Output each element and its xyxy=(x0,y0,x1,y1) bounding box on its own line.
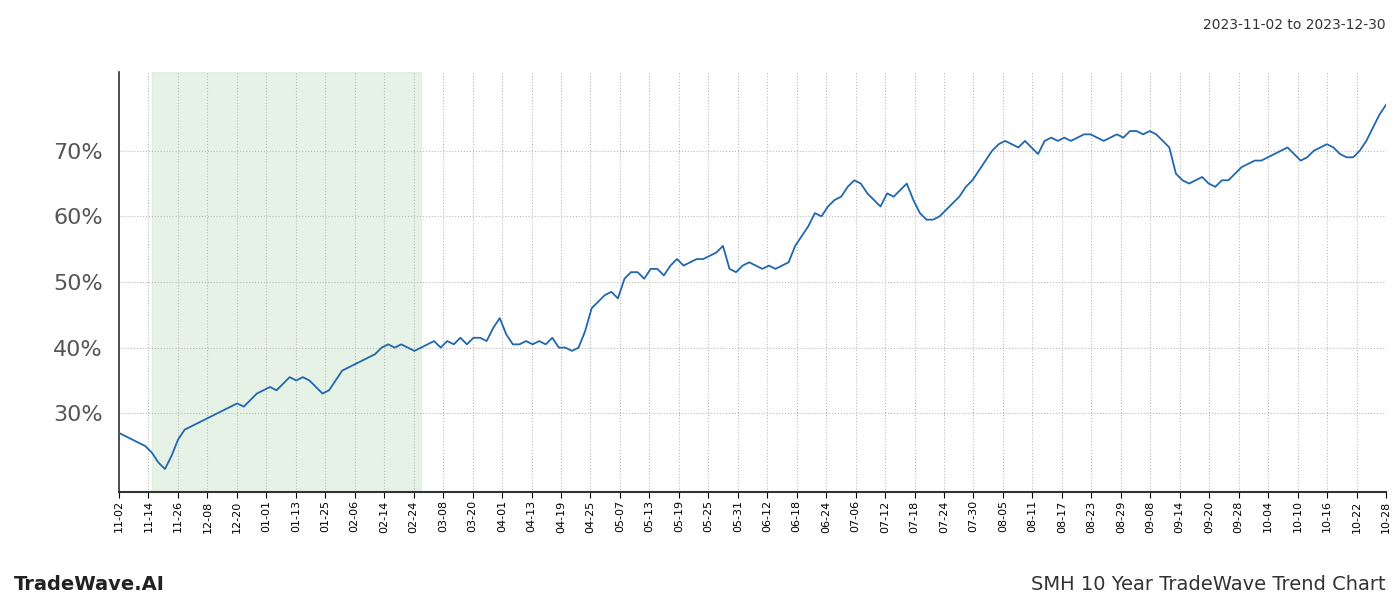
Text: 2023-11-02 to 2023-12-30: 2023-11-02 to 2023-12-30 xyxy=(1204,18,1386,32)
Bar xyxy=(151,72,421,492)
Text: SMH 10 Year TradeWave Trend Chart: SMH 10 Year TradeWave Trend Chart xyxy=(1032,575,1386,594)
Text: TradeWave.AI: TradeWave.AI xyxy=(14,575,165,594)
